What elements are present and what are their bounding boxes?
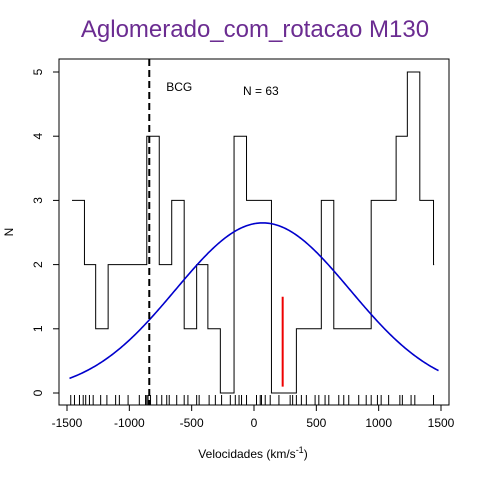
x-axis-label-superscript: -1 xyxy=(296,445,304,455)
y-axis: 0 1 2 3 4 5 xyxy=(31,68,60,396)
gaussian-fit-curve xyxy=(69,222,439,380)
y-tick-label: 4 xyxy=(31,133,45,140)
x-axis-label-text: Velocidades (km/s xyxy=(198,447,295,461)
x-tick-label: -1500 xyxy=(52,416,83,430)
bcg-label: BCG xyxy=(166,80,192,94)
plot-frame xyxy=(58,58,450,406)
histogram-outline xyxy=(71,71,435,394)
y-tick-label: 3 xyxy=(31,197,45,204)
y-axis-label: N xyxy=(2,228,16,237)
x-tick-label: 1000 xyxy=(365,416,392,430)
plot-area xyxy=(58,58,450,406)
rug-marks xyxy=(70,395,435,405)
y-tick-label: 1 xyxy=(31,325,45,332)
n-count-label: N = 63 xyxy=(243,84,279,98)
x-axis-label: Velocidades (km/s-1) xyxy=(198,445,307,461)
chart-title: Aglomerado_com_rotacao M130 xyxy=(81,16,429,43)
x-axis: -1500 -1000 -500 0 500 1000 1500 xyxy=(52,404,455,430)
x-tick-label: -500 xyxy=(180,416,204,430)
y-tick-label: 0 xyxy=(31,389,45,396)
annotations: BCG N = 63 xyxy=(148,59,284,405)
y-tick-label: 5 xyxy=(31,68,45,75)
histogram-series xyxy=(69,71,439,394)
x-tick-label: 0 xyxy=(251,416,258,430)
x-tick-label: 1500 xyxy=(428,416,455,430)
x-tick-label: 500 xyxy=(306,416,326,430)
x-tick-label: -1000 xyxy=(114,416,145,430)
y-tick-label: 2 xyxy=(31,261,45,268)
x-axis-label-close: ) xyxy=(304,447,308,461)
